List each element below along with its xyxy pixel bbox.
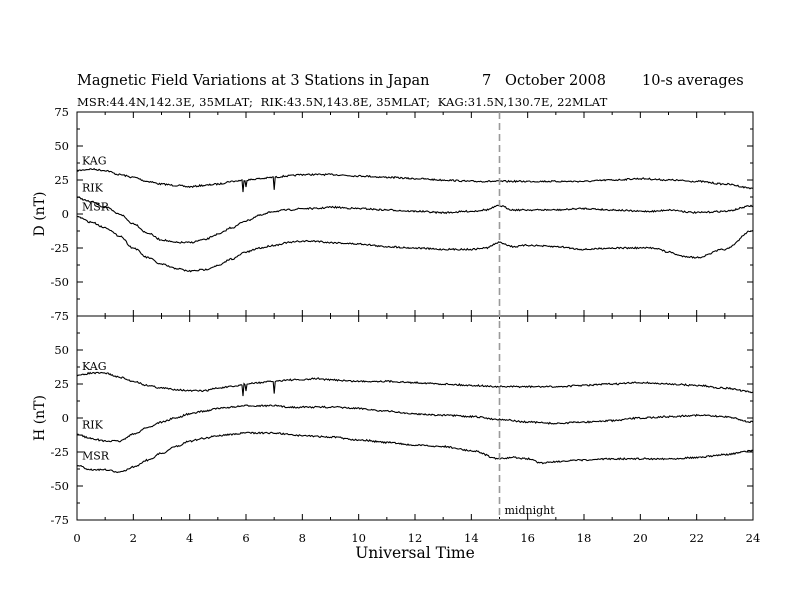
x-tick-label: 22 bbox=[689, 531, 704, 545]
stations-info: MSR:44.4N,142.3E, 35MLAT; RIK:43.5N,143.… bbox=[77, 95, 608, 109]
x-tick-label: 16 bbox=[520, 531, 535, 545]
x-tick-label: 18 bbox=[577, 531, 592, 545]
midnight-label: midnight bbox=[505, 504, 556, 517]
series-line-H-KAG bbox=[76, 371, 754, 397]
series-label-D-MSR: MSR bbox=[82, 201, 110, 214]
y-tick-label-D: -75 bbox=[50, 309, 69, 323]
series-label-D-KAG: KAG bbox=[82, 154, 107, 167]
chart-date: 7 October 2008 bbox=[482, 73, 606, 89]
averaging-note: 10-s averages bbox=[642, 73, 744, 89]
series-line-D-RIK bbox=[76, 196, 754, 244]
x-tick-label: 10 bbox=[351, 531, 366, 545]
x-tick-label: 12 bbox=[408, 531, 423, 545]
x-tick-label: 14 bbox=[464, 531, 479, 545]
x-tick-label: 8 bbox=[299, 531, 306, 545]
series-line-H-RIK bbox=[76, 404, 754, 443]
x-tick-label: 20 bbox=[633, 531, 648, 545]
chart-title: Magnetic Field Variations at 3 Stations … bbox=[77, 73, 430, 89]
x-tick-label: 2 bbox=[130, 531, 137, 545]
series-line-D-KAG bbox=[76, 167, 753, 193]
x-tick-label: 6 bbox=[242, 531, 249, 545]
x-tick-label: 0 bbox=[73, 531, 80, 545]
series-line-H-MSR bbox=[76, 431, 754, 474]
series-line-D-MSR bbox=[76, 215, 754, 273]
panel-frame-D bbox=[76, 111, 754, 317]
series-label-H-RIK: RIK bbox=[82, 418, 104, 431]
y-tick-label-H: -75 bbox=[50, 513, 69, 527]
series-label-H-KAG: KAG bbox=[82, 360, 107, 373]
y-tick-label-D: -50 bbox=[50, 275, 69, 289]
x-tick-label: 4 bbox=[186, 531, 193, 545]
y-tick-label-H: 0 bbox=[62, 411, 69, 425]
x-tick-label: 24 bbox=[746, 531, 761, 545]
series-label-H-MSR: MSR bbox=[82, 450, 110, 463]
y-tick-label-H: -50 bbox=[50, 479, 69, 493]
y-tick-label-H: -25 bbox=[50, 445, 69, 459]
y-axis-label-H: H (nT) bbox=[32, 395, 48, 441]
series-label-D-RIK: RIK bbox=[82, 182, 104, 195]
y-tick-label-D: 25 bbox=[54, 173, 69, 187]
y-tick-label-D: 50 bbox=[54, 139, 69, 153]
y-tick-label-H: 50 bbox=[54, 343, 69, 357]
y-tick-label-H: 25 bbox=[54, 377, 69, 391]
y-tick-label-D: -25 bbox=[50, 241, 69, 255]
x-axis-label: Universal Time bbox=[355, 544, 475, 562]
y-tick-label-D: 75 bbox=[54, 105, 69, 119]
y-axis-label-D: D (nT) bbox=[32, 192, 48, 237]
y-tick-label-D: 0 bbox=[62, 207, 69, 221]
